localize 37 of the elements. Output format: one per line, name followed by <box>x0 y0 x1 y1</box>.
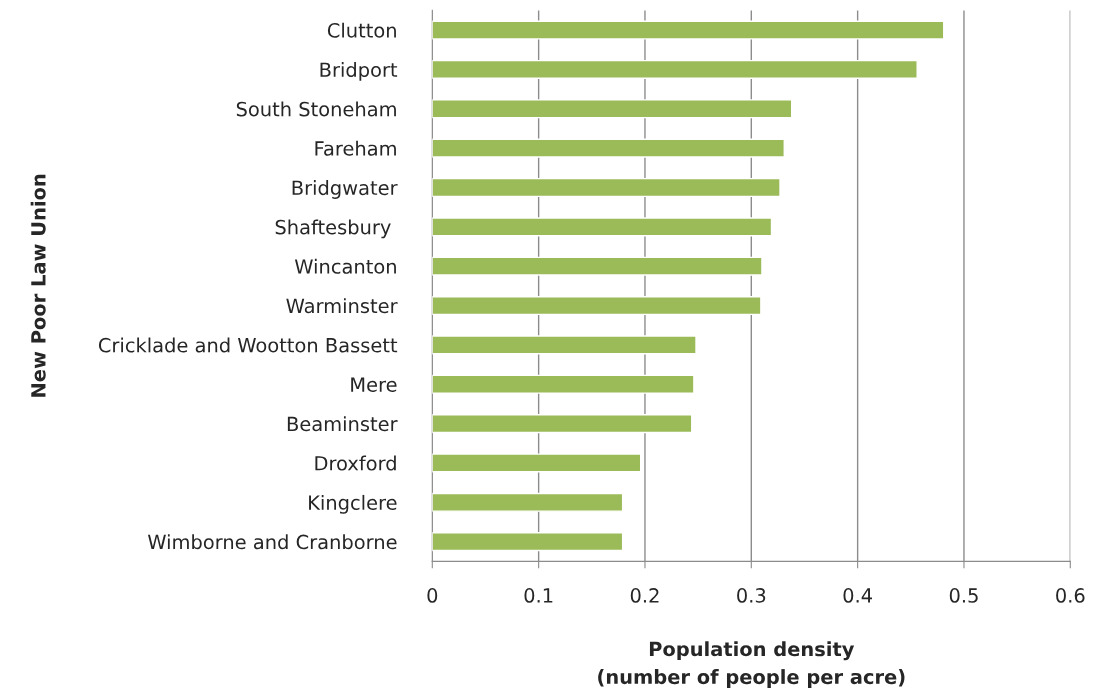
x-tick-label: 0.6 <box>1056 588 1085 603</box>
x-tick-label: 0.4 <box>843 588 872 603</box>
bar <box>432 335 697 355</box>
bar <box>432 217 773 237</box>
x-axis-title: Population density (number of people per acre) <box>598 641 905 688</box>
bar <box>432 532 624 552</box>
y-tick-label: Cricklade and Wootton Bassett <box>98 337 398 353</box>
y-tick-label: Bridgwater <box>292 180 398 199</box>
y-tick-label: Wimborne and Cranborne <box>147 534 397 550</box>
y-tick-label: Shaftesbury <box>275 219 391 239</box>
y-tick-label: Fareham <box>315 140 396 156</box>
y-axis-title: New Poor Law Union <box>30 174 46 397</box>
y-tick-label: Wincanton <box>294 258 396 274</box>
y-tick-label: Clutton <box>327 22 396 38</box>
x-tick-label: 0.5 <box>949 588 978 603</box>
bar <box>432 177 781 198</box>
x-tick-label: 0.3 <box>737 588 766 603</box>
y-tick-label: Beaminster <box>287 416 398 432</box>
bar <box>432 295 762 316</box>
x-tick-label: 0.2 <box>630 588 659 603</box>
bar <box>432 99 793 119</box>
y-tick-label: Bridport <box>320 62 398 81</box>
bar <box>432 492 624 512</box>
bar <box>432 453 642 473</box>
x-tick-label: 0.1 <box>524 588 553 603</box>
bar <box>432 256 763 276</box>
bar <box>432 374 695 394</box>
bar <box>432 20 945 40</box>
y-tick-label: Mere <box>351 377 397 392</box>
bar <box>432 414 693 434</box>
x-tick-label: 0 <box>427 588 438 603</box>
y-tick-label: Kingclere <box>309 494 397 514</box>
bar <box>432 138 785 158</box>
y-tick-label: Droxford <box>315 455 396 471</box>
y-tick-label: Warminster <box>286 298 398 314</box>
bar <box>432 59 918 79</box>
y-tick-label: South Stoneham <box>236 101 396 117</box>
